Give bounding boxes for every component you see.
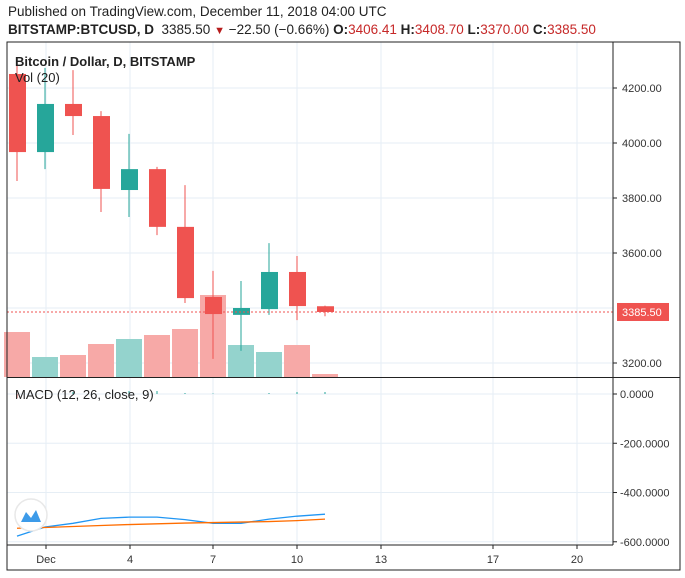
candle-body [261,271,278,310]
macd-line [16,513,326,537]
close-value: 3385.50 [547,22,596,37]
price-tick-label: 4000.00 [622,138,662,150]
candle-body [289,271,306,307]
macd-pane [16,391,326,537]
candle-body [37,103,54,153]
candle-body [177,226,194,299]
volume-bar [144,335,170,377]
time-tick-label: 13 [375,554,387,566]
last-price-badge-label: 3385.50 [622,307,662,319]
candle-body [65,103,82,117]
macd-tick-label: -400.0000 [620,488,670,500]
symbol-ohlc-line: BITSTAMP:BTCUSD, D 3385.50 ▼ −22.50 (−0.… [8,22,596,37]
signal-line [16,518,326,529]
candle-body [9,73,26,153]
price-tick-label: 3600.00 [622,248,662,260]
high-label: H: [400,22,415,37]
macd-label: MACD (12, 26, close, 9) [15,387,154,402]
volume-bar [256,352,282,377]
volume-bar [116,339,142,377]
volume-bar [284,345,310,377]
macd-tick-label: 0.0000 [620,389,654,401]
candle-body [233,308,250,315]
candles [9,60,334,359]
candle-body [317,306,334,312]
symbol: BITSTAMP:BTCUSD, D [8,22,154,37]
candle-body [93,116,110,189]
time-tick-label: 10 [291,554,303,566]
price-tick-label: 4200.00 [622,83,662,95]
volume-label: Vol (20) [15,70,60,85]
last-price-badge [617,302,669,321]
price-tick-label: 3200.00 [622,358,662,370]
high-value: 3408.70 [414,22,464,37]
macd-tick-label: -200.0000 [620,438,670,450]
open-label: O: [333,22,349,37]
down-triangle-icon: ▼ [214,25,225,37]
volume-bars [4,295,338,377]
chart-frame [6,41,681,571]
macd-tick-label: -600.0000 [620,537,670,549]
open-value: 3406.41 [348,22,397,37]
candle-body [205,297,222,315]
volume-bar [4,332,30,377]
candle-body [149,169,166,227]
tradingview-logo-icon [14,498,48,532]
time-tick-label: 7 [210,554,216,566]
low-value: 3370.00 [480,22,530,37]
time-tick-label: Dec [36,554,56,566]
close-label: C: [532,22,548,37]
volume-bar [60,355,86,377]
volume-bar [32,357,58,377]
published-line: Published on TradingView.com, December 1… [8,4,387,19]
chart-title: Bitcoin / Dollar, D, BITSTAMP [15,54,196,69]
candle-body [121,169,138,191]
change: −22.50 (−0.66%) [228,22,330,37]
time-tick-label: 4 [127,554,133,566]
price-tick-label: 3800.00 [622,193,662,205]
time-tick-label: 17 [487,554,499,566]
time-tick-label: 20 [571,554,583,566]
low-label: L: [467,22,481,37]
axes: 4200.00 4000.00 3800.00 3600.00 3200.00 0.000… [6,41,681,571]
volume-bar [88,344,114,377]
volume-bar [172,329,198,377]
last-price: 3385.50 [161,22,211,37]
volume-bar [312,374,338,377]
